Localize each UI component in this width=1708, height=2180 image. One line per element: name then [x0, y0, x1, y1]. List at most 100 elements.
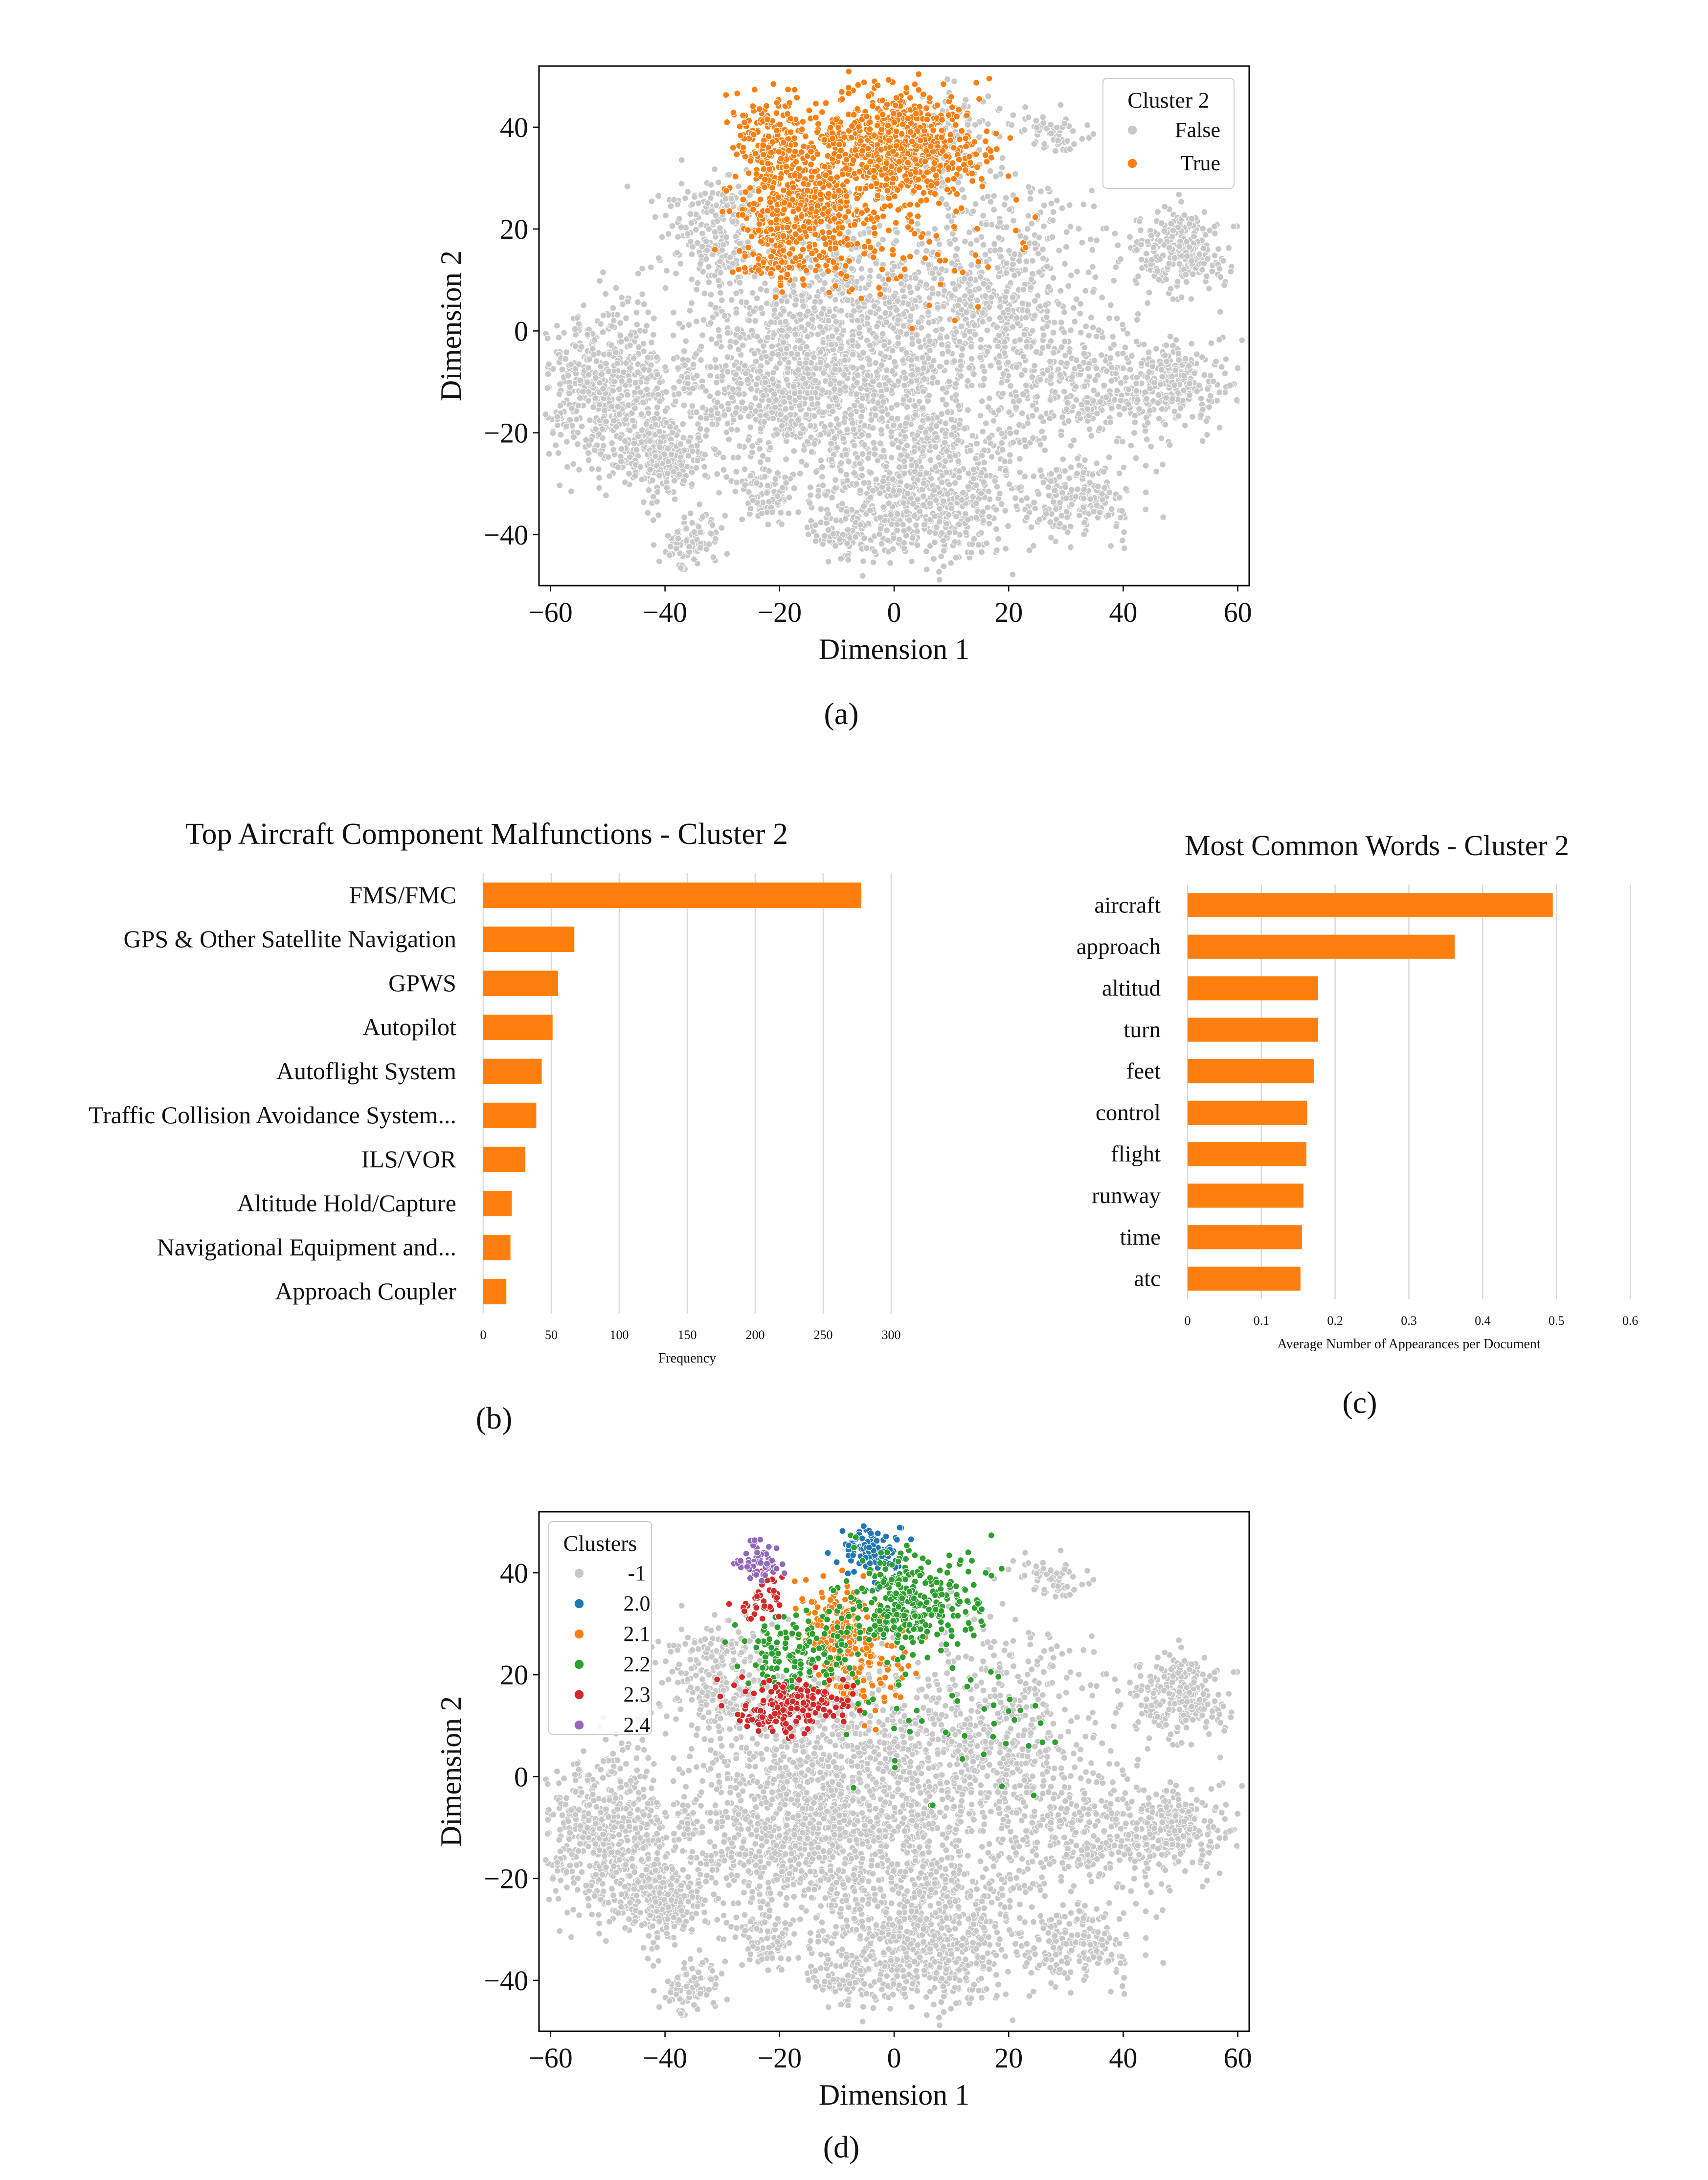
- data-point: [889, 347, 896, 354]
- data-point: [675, 378, 683, 385]
- data-point: [1028, 220, 1035, 227]
- data-point: [680, 347, 688, 355]
- data-point: [958, 323, 965, 330]
- data-point: [893, 527, 901, 534]
- data-point: [585, 371, 592, 379]
- data-point: [798, 458, 806, 465]
- data-point: [892, 237, 900, 245]
- data-point: [1175, 243, 1183, 250]
- data-point: [800, 302, 807, 310]
- data-point: [1080, 503, 1087, 511]
- data-point: [925, 261, 932, 269]
- data-point: [1133, 374, 1141, 381]
- data-point: [1010, 439, 1017, 446]
- data-point: [915, 338, 922, 345]
- data-point: [1029, 434, 1036, 442]
- data-point: [879, 330, 886, 338]
- data-point: [1080, 350, 1088, 358]
- data-point: [1142, 489, 1149, 496]
- data-point: [1022, 266, 1029, 273]
- data-point: [948, 259, 956, 267]
- data-point: [1022, 103, 1029, 111]
- data-point: [943, 201, 950, 208]
- data-point: [1024, 307, 1031, 315]
- data-point: [817, 456, 825, 464]
- data-point: [1102, 225, 1110, 232]
- data-point: [673, 545, 680, 552]
- data-point: [947, 559, 955, 567]
- data-point: [915, 318, 922, 326]
- data-point: [648, 198, 655, 205]
- data-point: [636, 388, 644, 396]
- data-point: [685, 543, 693, 550]
- data-point: [1032, 505, 1039, 512]
- data-point: [1033, 348, 1040, 356]
- data-point: [589, 403, 597, 411]
- data-point: [1047, 518, 1054, 526]
- data-point: [1101, 484, 1108, 492]
- data-point: [562, 355, 569, 363]
- data-point: [918, 240, 925, 248]
- data-point: [630, 439, 638, 447]
- data-point: [923, 434, 931, 442]
- data-point: [598, 370, 606, 378]
- data-point: [1096, 509, 1103, 516]
- data-point: [701, 290, 708, 297]
- data-point: [757, 304, 765, 312]
- data-point: [972, 455, 979, 462]
- data-point: [1060, 388, 1068, 395]
- data-point: [1161, 203, 1169, 210]
- data-point: [1163, 394, 1170, 402]
- data-point: [662, 388, 670, 396]
- data-point: [1061, 352, 1069, 359]
- data-point: [634, 270, 642, 277]
- data-point: [768, 508, 776, 516]
- data-point: [1089, 471, 1096, 478]
- data-point: [1044, 366, 1051, 374]
- data-point: [1172, 366, 1179, 374]
- data-point: [677, 224, 685, 231]
- data-point: [557, 402, 564, 409]
- data-point: [650, 331, 657, 339]
- data-point: [1166, 441, 1173, 449]
- data-point: [1114, 387, 1121, 394]
- data-point: [1011, 170, 1019, 178]
- data-point: [948, 416, 955, 423]
- data-point: [662, 212, 670, 219]
- data-point: [995, 332, 1003, 339]
- data-point: [842, 515, 849, 522]
- data-point: [1133, 246, 1141, 253]
- data-point: [1045, 283, 1053, 291]
- data-point: [689, 201, 696, 208]
- data-point: [1102, 393, 1110, 401]
- data-point: [993, 483, 1001, 491]
- data-point: [1006, 451, 1013, 459]
- data-point: [994, 535, 1002, 543]
- data-point: [1058, 204, 1066, 212]
- data-point: [977, 354, 984, 361]
- data-point: [782, 318, 789, 325]
- data-point: [602, 360, 610, 367]
- data-point: [1144, 299, 1151, 307]
- data-point: [1136, 218, 1143, 225]
- data-point: [1067, 223, 1074, 230]
- data-point: [632, 396, 640, 404]
- data-point: [1036, 516, 1043, 523]
- data-point: [782, 455, 790, 463]
- data-point: [948, 431, 955, 438]
- data-point: [1087, 236, 1094, 243]
- data-point: [569, 460, 577, 468]
- data-point: [1105, 511, 1112, 519]
- data-point: [626, 341, 634, 349]
- data-point: [812, 537, 819, 545]
- data-point: [618, 445, 625, 453]
- data-point: [1168, 373, 1175, 380]
- data-point: [617, 319, 624, 327]
- data-point: [675, 390, 682, 398]
- data-point: [1063, 360, 1071, 367]
- data-point: [790, 289, 798, 296]
- data-point: [1086, 426, 1093, 433]
- data-point: [1009, 323, 1016, 331]
- data-point: [1110, 341, 1118, 348]
- data-point: [837, 467, 845, 475]
